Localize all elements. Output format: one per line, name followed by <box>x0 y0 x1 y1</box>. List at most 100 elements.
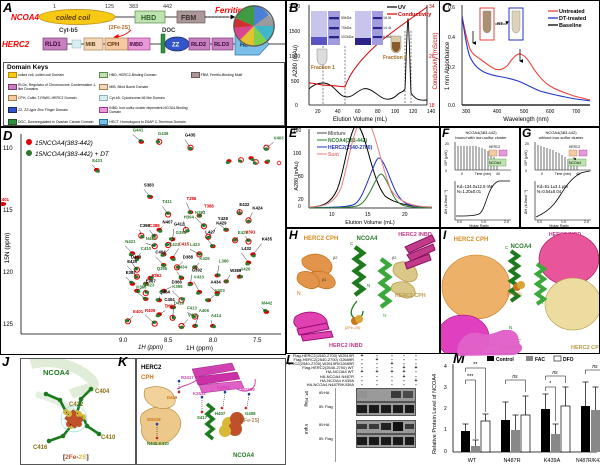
svg-text:G435: G435 <box>185 133 196 138</box>
svg-text:DP (µW): DP (µW) <box>443 150 448 166</box>
svg-text:0: 0 <box>541 172 543 176</box>
svg-text:ZZ: ZZ <box>172 43 180 49</box>
svg-text:Q395: Q395 <box>157 266 168 271</box>
svg-text:HERC2 CPH: HERC2 CPH <box>395 293 426 299</box>
svg-text:D388: D388 <box>183 255 194 260</box>
svg-text:HERC2: HERC2 <box>489 145 500 149</box>
svg-text:FBM: FBM <box>181 15 196 22</box>
svg-text:K426: K426 <box>199 256 210 261</box>
svg-text:A434: A434 <box>211 280 222 285</box>
svg-text:NCOA4: NCOA4 <box>356 236 378 242</box>
svg-text:M442: M442 <box>262 301 273 306</box>
svg-text:UV: UV <box>398 5 406 11</box>
svg-text:2.0: 2.0 <box>504 220 509 224</box>
svg-text:20: 20 <box>298 197 304 203</box>
svg-text:V391: V391 <box>245 229 256 234</box>
svg-text:RLD1: RLD1 <box>45 42 61 48</box>
svg-text:-: - <box>391 382 393 386</box>
svg-text:H407: H407 <box>215 411 226 416</box>
svg-text:Elution Volume (mL): Elution Volume (mL) <box>333 117 387 123</box>
svg-text:14.4kDa: 14.4kDa <box>383 26 391 30</box>
svg-text:1: 1 <box>444 427 447 433</box>
svg-text:700: 700 <box>572 109 581 115</box>
svg-text:ns: ns <box>592 364 598 370</box>
svg-text:K429: K429 <box>216 221 227 226</box>
svg-text:∆H (kJ/mol⁻¹): ∆H (kJ/mol⁻¹) <box>443 189 448 214</box>
svg-text:V433: V433 <box>194 274 205 279</box>
svg-text:E362: E362 <box>152 273 163 278</box>
svg-text:[2Fe-2S]: [2Fe-2S] <box>345 325 360 330</box>
svg-text:A280 (mAu): A280 (mAu) <box>294 161 300 191</box>
svg-text:125: 125 <box>105 4 114 10</box>
svg-text:N487R/K439A: N487R/K439A <box>576 458 600 464</box>
svg-text:G395: G395 <box>176 230 187 235</box>
svg-text:1.0: 1.0 <box>481 220 486 224</box>
svg-text:L432: L432 <box>242 246 252 251</box>
svg-text:0: 0 <box>445 169 447 173</box>
svg-text:Time (min): Time (min) <box>555 172 572 176</box>
svg-text:Cyt-b5: Cyt-b5 <box>59 28 78 34</box>
svg-text:HERC2 INBD: HERC2 INBD <box>329 343 363 349</box>
svg-text:HBD: HBD <box>141 15 156 22</box>
svg-text:Baseline: Baseline <box>559 23 582 29</box>
svg-text:E432: E432 <box>239 202 250 207</box>
svg-text:A414: A414 <box>211 313 222 318</box>
svg-text:E431: E431 <box>92 158 103 163</box>
svg-text:D419: D419 <box>167 395 178 400</box>
svg-text:**: ** <box>473 362 478 368</box>
svg-text:1.0: 1.0 <box>561 220 566 224</box>
svg-text:K399: K399 <box>172 284 183 289</box>
svg-text:ns: ns <box>552 370 558 376</box>
svg-text:E420: E420 <box>127 259 138 264</box>
svg-text:HA-NCOA4 N487R/K439A: HA-NCOA4 N487R/K439A <box>307 382 355 386</box>
svg-text:1: 1 <box>53 4 56 10</box>
svg-text:C404: C404 <box>95 389 110 395</box>
svg-text:HERC2: HERC2 <box>569 145 580 149</box>
svg-text:FAC: FAC <box>535 357 545 363</box>
svg-text:NCOA4: NCOA4 <box>11 13 40 22</box>
svg-text:N: N <box>367 283 370 288</box>
svg-text:CPH: CPH <box>141 375 154 381</box>
svg-text:500: 500 <box>520 109 529 115</box>
svg-text:F413: F413 <box>187 305 197 310</box>
svg-text:Time (min): Time (min) <box>475 172 492 176</box>
svg-text:40: 40 <box>496 172 500 176</box>
svg-text:2: 2 <box>444 406 447 412</box>
svg-text:1500: 1500 <box>289 29 300 35</box>
svg-text:Untreated: Untreated <box>559 9 585 15</box>
svg-text:V403: V403 <box>274 135 285 140</box>
svg-text:W2019: W2019 <box>147 417 161 422</box>
svg-text:K424: K424 <box>252 206 263 211</box>
svg-text:NCOA4: NCOA4 <box>233 453 255 459</box>
svg-text:INBD: INBD <box>130 42 143 48</box>
svg-text:E387: E387 <box>126 270 137 275</box>
svg-text:2.0: 2.0 <box>584 220 589 224</box>
svg-text:100: 100 <box>391 109 400 115</box>
svg-text:0: 0 <box>444 449 447 455</box>
svg-text:RLD2: RLD2 <box>191 42 206 48</box>
svg-text:40: 40 <box>335 109 341 115</box>
svg-text:C415: C415 <box>179 241 190 246</box>
svg-text:N421: N421 <box>125 239 136 244</box>
svg-text:DOC: DOC <box>162 28 176 34</box>
svg-text:L427: L427 <box>205 229 215 234</box>
svg-text:55kDa: 55kDa <box>341 16 351 20</box>
svg-text:D419: D419 <box>174 300 185 305</box>
svg-text:K2533: K2533 <box>193 391 206 396</box>
svg-text:N: N <box>297 291 301 297</box>
svg-text:DT-treated: DT-treated <box>559 16 586 22</box>
svg-text:-: - <box>403 382 405 386</box>
svg-text:K434: K434 <box>177 265 188 270</box>
svg-text:383: 383 <box>129 4 138 10</box>
svg-text:C388: C388 <box>149 223 160 228</box>
svg-text:E401: E401 <box>1 197 10 202</box>
svg-text:MIB: MIB <box>86 42 96 48</box>
svg-text:WT: WT <box>468 458 477 464</box>
svg-text:18.5kDa: 18.5kDa <box>383 16 391 20</box>
svg-text:ns: ns <box>512 374 518 380</box>
svg-text:-: - <box>376 382 378 386</box>
svg-text:G436: G436 <box>158 131 169 136</box>
svg-text:70kDa: 70kDa <box>341 26 351 30</box>
svg-text:20: 20 <box>525 142 529 146</box>
svg-text:Mixture: Mixture <box>328 131 346 137</box>
